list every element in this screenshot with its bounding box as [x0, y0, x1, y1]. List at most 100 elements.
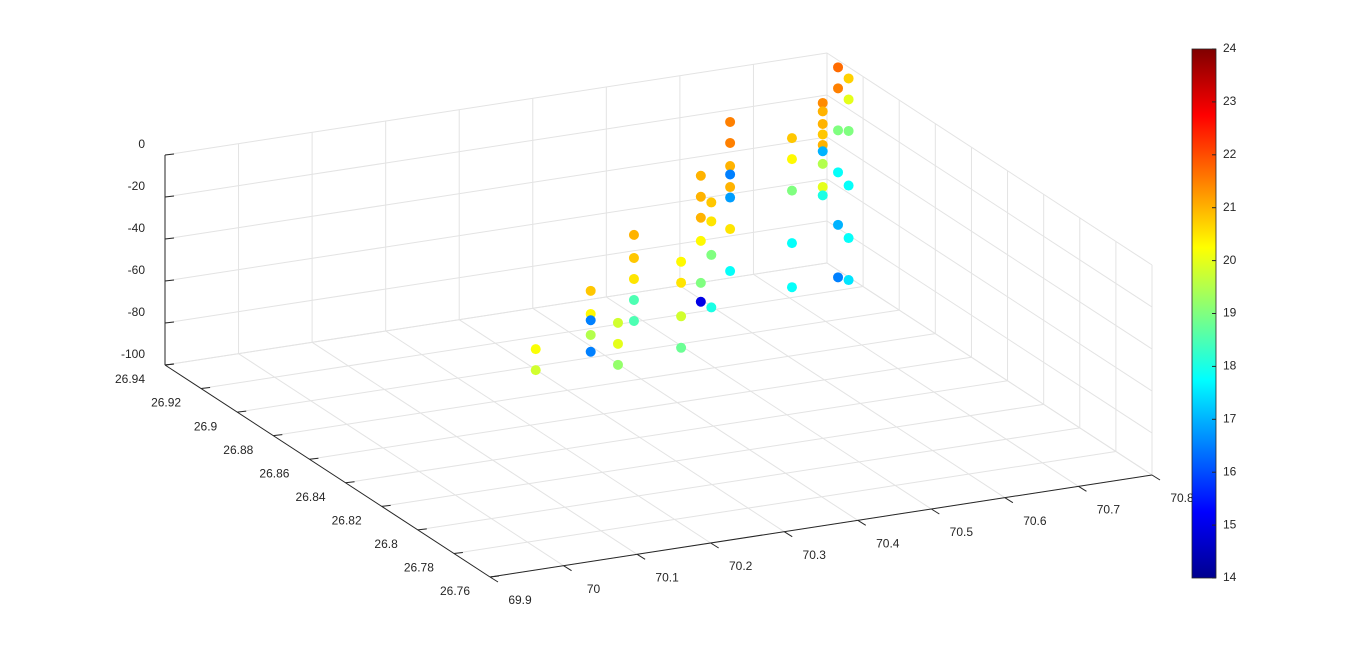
z-tick-label: -20 [128, 179, 146, 193]
z-tick [164, 195, 175, 198]
grid-line [164, 220, 828, 324]
y-tick-label: 26.82 [332, 514, 362, 528]
x-tick [857, 519, 867, 526]
y-tick [237, 410, 247, 413]
grid-line [345, 380, 1008, 484]
point [843, 94, 854, 105]
grid-line [417, 427, 1080, 531]
y-tick [453, 551, 463, 554]
x-tick-label: 70.6 [1023, 514, 1047, 528]
point [833, 125, 844, 136]
grid-line [826, 136, 1153, 350]
x-tick [1151, 474, 1161, 481]
point [817, 129, 828, 140]
grid-line [826, 52, 1153, 266]
grid-line [826, 178, 1153, 392]
z-tick [164, 363, 175, 366]
x-tick [931, 508, 940, 515]
y-tick [273, 434, 283, 437]
colorbar-tick-label: 14 [1223, 570, 1237, 584]
point [585, 315, 596, 326]
y-tick [417, 528, 427, 531]
point [817, 106, 828, 117]
grid-line [164, 136, 828, 240]
z-tick [164, 279, 175, 282]
point [706, 249, 717, 260]
point [817, 158, 828, 169]
point [628, 252, 639, 263]
point [676, 256, 687, 267]
point [676, 342, 687, 353]
y-tick-label: 26.94 [115, 372, 145, 386]
grid-line [453, 450, 1116, 554]
y-tick-label: 26.86 [259, 466, 289, 480]
point [612, 338, 623, 349]
grid-line [273, 333, 936, 437]
point [530, 365, 541, 376]
colorbar-tick-label: 22 [1223, 147, 1237, 161]
colorbar-tick-label: 23 [1223, 94, 1237, 108]
point [706, 197, 717, 208]
grid-line [238, 353, 564, 567]
grid-line [311, 341, 638, 555]
grid-line [381, 403, 1044, 507]
x-tick [1004, 497, 1014, 504]
x-tick [783, 531, 793, 538]
x-tick [489, 576, 499, 583]
z-tick [164, 153, 175, 156]
point [725, 116, 736, 127]
point [628, 229, 639, 240]
x-tick-label: 70.8 [1170, 491, 1194, 505]
x-tick-label: 70.3 [803, 548, 827, 562]
y-tick-label: 26.8 [374, 537, 398, 551]
grid-line [164, 178, 828, 282]
point [817, 181, 828, 192]
grid-line [826, 220, 1153, 434]
x-tick [563, 565, 572, 572]
y-tick [309, 457, 319, 460]
y-tick-label: 26.78 [404, 561, 434, 575]
point [612, 359, 623, 370]
z-tick-label: -80 [128, 305, 146, 319]
z-tick [164, 321, 175, 324]
point [843, 275, 854, 286]
point [725, 137, 736, 148]
point [725, 169, 736, 180]
x-axis [489, 474, 1153, 578]
point [695, 277, 706, 288]
point [786, 282, 797, 293]
point [833, 167, 844, 178]
y-axis [164, 364, 491, 578]
colorbar-tick-label: 16 [1223, 464, 1237, 478]
colorbar-tick-label: 21 [1223, 200, 1237, 214]
point [725, 192, 736, 203]
point [695, 212, 706, 223]
x-tick-label: 70.1 [655, 571, 679, 585]
x-tick-label: 70.2 [729, 559, 753, 573]
grid-line [385, 330, 711, 544]
x-tick-label: 69.9 [508, 593, 532, 607]
point [786, 133, 797, 144]
x-tick [710, 542, 719, 549]
point [817, 118, 828, 129]
point [695, 170, 706, 181]
point [706, 302, 717, 313]
point [843, 73, 854, 84]
point [706, 216, 717, 227]
point [628, 294, 639, 305]
colorbar-tick-label: 17 [1223, 411, 1237, 425]
point [530, 344, 541, 355]
point [695, 296, 706, 307]
y-tick-label: 26.88 [223, 443, 253, 457]
grid-line [753, 273, 1079, 487]
grid-line [164, 52, 828, 156]
x-tick-label: 70.4 [876, 537, 900, 551]
grid-line [532, 307, 859, 521]
point [628, 315, 639, 326]
x-tick-label: 70.5 [950, 525, 974, 539]
point [843, 180, 854, 191]
point [585, 346, 596, 357]
grid-line [164, 94, 828, 198]
point [786, 154, 797, 165]
x-tick [636, 553, 646, 560]
